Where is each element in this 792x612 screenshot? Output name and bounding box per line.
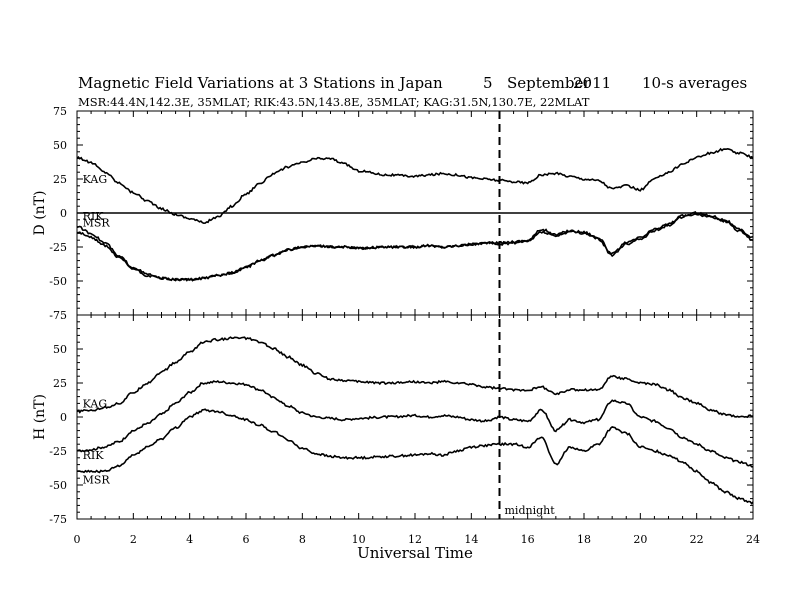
panel-d-ylabel: D (nT) [32, 191, 48, 236]
x-tick-label-12: 24 [746, 533, 760, 546]
y-tick-label-h-5: 50 [53, 343, 67, 356]
y-tick-label-d-4: 25 [53, 173, 67, 186]
station-label-d-kag: KAG [83, 173, 108, 186]
y-tick-label-d-1: -50 [49, 275, 67, 288]
chart-title-month: September [507, 74, 591, 92]
panel-h-ylabel: H (nT) [32, 394, 48, 440]
x-tick-label-8: 16 [521, 533, 535, 546]
series-line-d-msr [76, 213, 754, 282]
x-tick-label-4: 8 [299, 533, 306, 546]
panel-h-frame [76, 314, 754, 520]
panel-h-station-labels: KAG RIK MSR [83, 397, 111, 486]
y-tick-label-h-0: -75 [49, 513, 67, 526]
x-tick-label-9: 18 [577, 533, 591, 546]
chart-title: Magnetic Field Variations at 3 Stations … [78, 74, 443, 92]
chart-title-day: 5 [483, 74, 493, 92]
series-line-h-kag [76, 336, 754, 419]
y-tick-label-d-5: 50 [53, 139, 67, 152]
y-tick-label-h-1: -50 [49, 479, 67, 492]
panel-d-series [76, 147, 754, 282]
midnight-label: midnight [505, 504, 556, 517]
x-tick-label-6: 12 [408, 533, 422, 546]
x-tick-label-2: 4 [186, 533, 193, 546]
y-tick-label-h-3: 0 [60, 411, 67, 424]
x-tick-label-0: 0 [74, 533, 81, 546]
station-label-h-msr: MSR [83, 474, 111, 487]
chart-title-year: 2011 [573, 74, 611, 92]
x-tick-label-1: 2 [130, 533, 137, 546]
x-axis-label: Universal Time [357, 544, 473, 562]
y-tick-label-d-3: 0 [60, 207, 67, 220]
x-tick-label-3: 6 [243, 533, 250, 546]
station-label-d-rik: RIK [83, 210, 105, 223]
series-line-h-rik [76, 379, 754, 468]
station-label-h-kag: KAG [83, 397, 108, 410]
panel-h: -75 -50 -25 0 25 50 KAG RIK MSR H (nT) [32, 314, 754, 526]
x-tick-label-7: 14 [464, 533, 478, 546]
x-tick-label-5: 10 [352, 533, 366, 546]
y-tick-label-d-0: -75 [49, 309, 67, 322]
x-axis: 0 2 4 6 8 10 12 14 16 18 20 22 24 [74, 533, 761, 546]
y-tick-label-d-2: -25 [49, 241, 67, 254]
panel-h-ticks: -75 -50 -25 0 25 50 [49, 314, 754, 526]
chart-subtitle: MSR:44.4N,142.3E, 35MLAT; RIK:43.5N,143.… [78, 95, 590, 109]
x-tick-label-10: 20 [633, 533, 647, 546]
panel-h-series [76, 336, 754, 505]
x-tick-label-11: 22 [690, 533, 704, 546]
y-tick-label-h-2: -25 [49, 445, 67, 458]
panel-d-ticks: -75 -50 -25 0 25 50 75 [49, 105, 754, 322]
series-line-d-kag [76, 147, 754, 225]
y-tick-label-h-4: 25 [53, 377, 67, 390]
y-tick-label-d-6: 75 [53, 105, 67, 118]
chart-title-averaging: 10-s averages [642, 74, 747, 92]
station-label-d-msr: MSR [83, 217, 111, 230]
series-line-h-msr [76, 408, 754, 505]
station-label-h-rik: RIK [83, 449, 105, 462]
